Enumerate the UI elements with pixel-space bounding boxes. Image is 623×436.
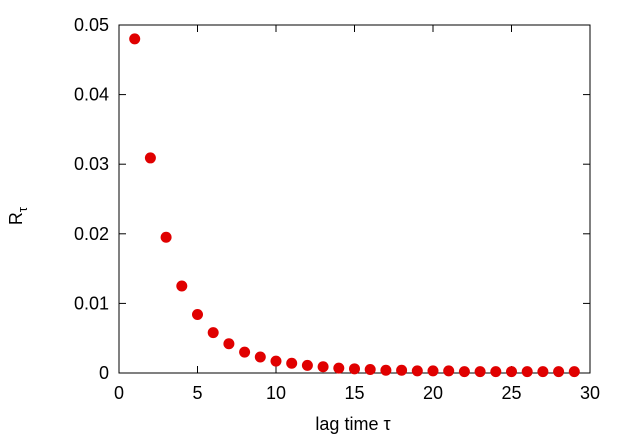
y-axis-label-main: R bbox=[6, 212, 26, 225]
data-point bbox=[411, 365, 423, 377]
data-point bbox=[553, 366, 565, 378]
y-tick-label: 0.02 bbox=[74, 224, 109, 244]
y-axis-label: Rτ bbox=[6, 206, 30, 225]
x-tick-labels: 0 5 10 15 20 25 30 bbox=[114, 383, 600, 403]
data-point bbox=[239, 346, 251, 358]
data-point bbox=[129, 33, 141, 45]
y-tick-label: 0.03 bbox=[74, 154, 109, 174]
y-tick-label: 0 bbox=[99, 363, 109, 383]
data-point bbox=[223, 338, 235, 350]
data-point bbox=[207, 327, 219, 339]
data-point bbox=[349, 363, 360, 375]
x-tick-label: 5 bbox=[192, 383, 202, 403]
x-tick-label: 25 bbox=[501, 383, 521, 403]
data-point bbox=[176, 280, 188, 292]
data-point bbox=[427, 365, 439, 377]
data-point bbox=[254, 351, 266, 363]
data-point bbox=[443, 365, 455, 377]
data-point bbox=[474, 366, 486, 378]
data-point bbox=[317, 361, 329, 373]
data-point bbox=[333, 362, 345, 374]
data-point bbox=[270, 355, 282, 367]
data-point bbox=[160, 231, 172, 243]
y-tick-label: 0.01 bbox=[74, 293, 109, 313]
data-point bbox=[301, 359, 313, 371]
data-point bbox=[568, 366, 580, 378]
data-point bbox=[537, 366, 549, 378]
y-tick-labels: 0 0.01 0.02 0.03 0.04 0.05 bbox=[74, 15, 109, 383]
y-tick-label: 0.05 bbox=[74, 15, 109, 35]
x-axis-label: lag time τ bbox=[315, 414, 390, 434]
data-point bbox=[380, 364, 392, 376]
data-point bbox=[396, 364, 408, 376]
x-tick-label: 20 bbox=[423, 383, 443, 403]
x-tick-label: 10 bbox=[266, 383, 286, 403]
data-points bbox=[129, 33, 580, 378]
y-axis-label-subscript: τ bbox=[15, 206, 30, 212]
data-point bbox=[490, 366, 502, 378]
data-point bbox=[506, 366, 517, 378]
data-point bbox=[192, 309, 203, 321]
data-point bbox=[144, 152, 156, 164]
x-tick-label: 0 bbox=[114, 383, 124, 403]
x-tick-label: 15 bbox=[344, 383, 364, 403]
y-tick-label: 0.04 bbox=[74, 85, 109, 105]
plot-frame bbox=[118, 24, 591, 374]
data-point bbox=[458, 366, 470, 378]
axes bbox=[118, 24, 591, 374]
x-tick-label: 30 bbox=[580, 383, 600, 403]
tick-marks bbox=[118, 24, 591, 374]
data-point bbox=[521, 366, 533, 378]
data-point bbox=[286, 357, 298, 369]
data-point bbox=[364, 364, 376, 376]
